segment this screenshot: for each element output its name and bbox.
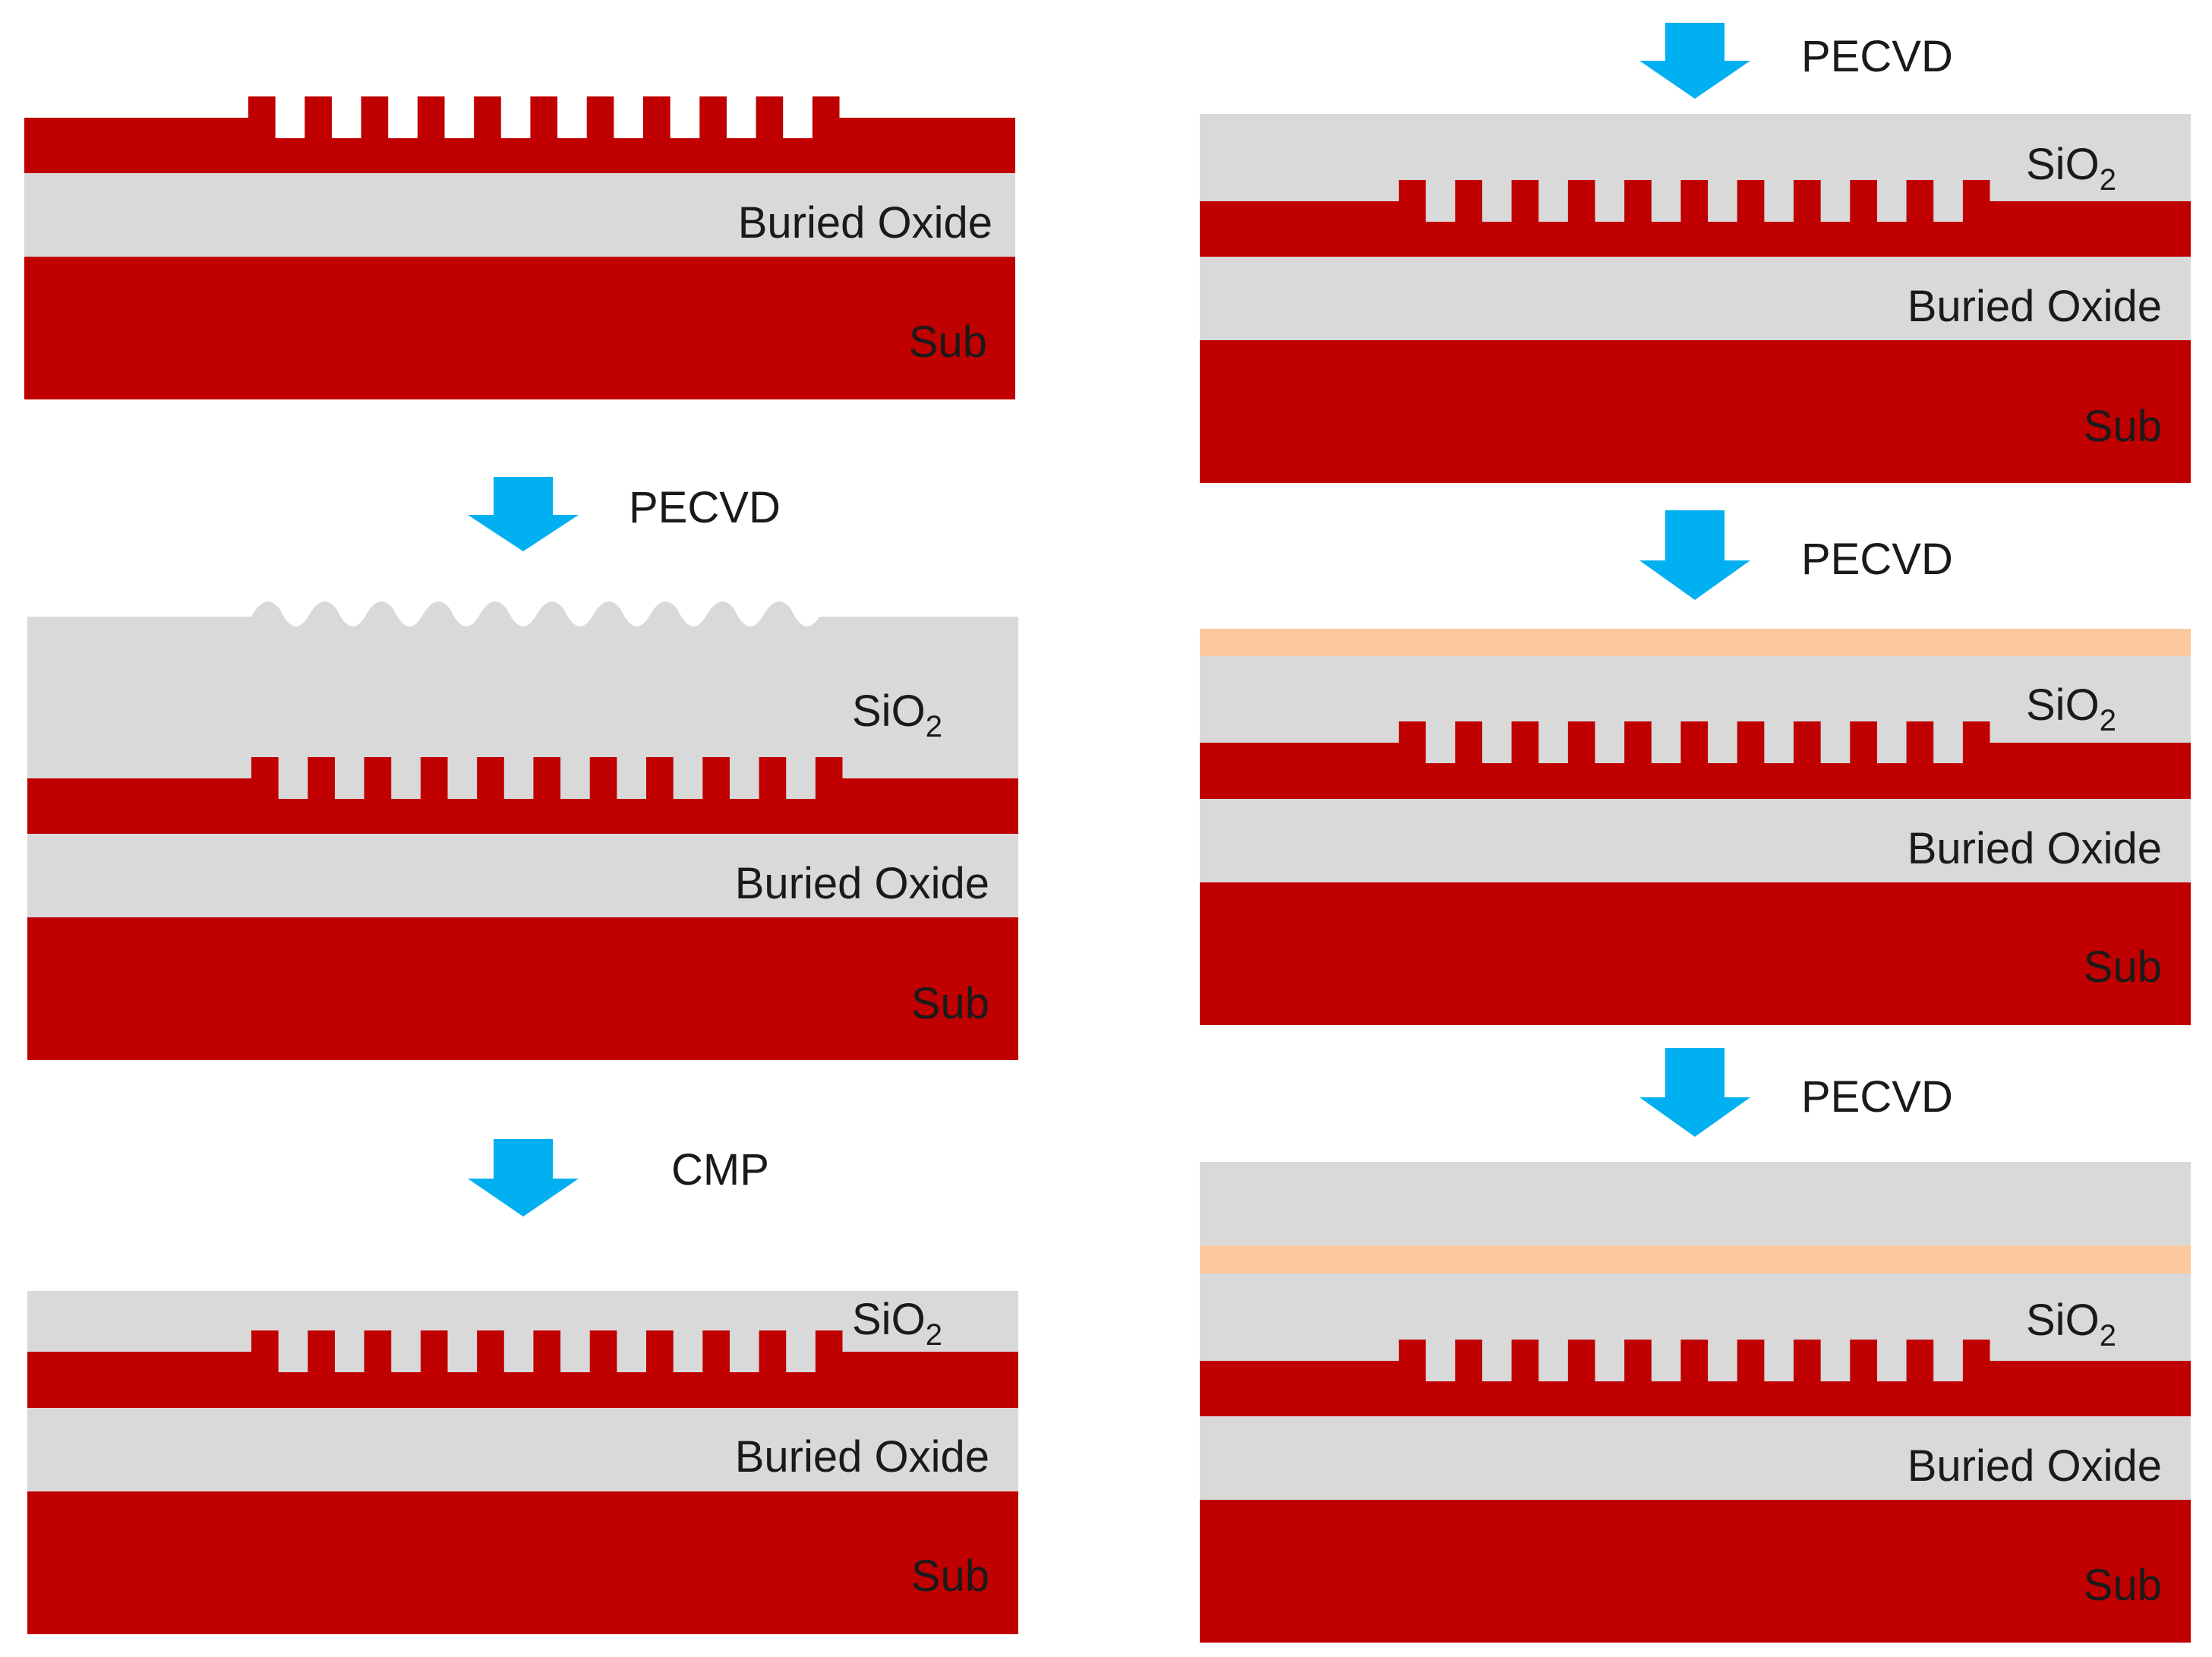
step-label: PECVD bbox=[1801, 32, 1953, 81]
buried-oxide-layer bbox=[1200, 799, 2191, 882]
substrate-label: Sub bbox=[911, 979, 989, 1028]
buried-oxide-layer bbox=[24, 173, 1015, 257]
film-layer bbox=[1200, 629, 2191, 656]
buried-oxide-label: Buried Oxide bbox=[735, 1432, 989, 1482]
buried-oxide-label: Buried Oxide bbox=[1907, 1441, 2162, 1491]
stack-oxide-cladding: SiO2 Buried Oxide Sub bbox=[1200, 114, 2191, 483]
substrate-label: Sub bbox=[2084, 942, 2162, 992]
process-step-1: PECVD bbox=[468, 477, 781, 551]
substrate-label: Sub bbox=[911, 1551, 989, 1601]
process-step-3: PECVD bbox=[1639, 23, 1953, 99]
substrate-label: Sub bbox=[2084, 1561, 2162, 1610]
down-arrow-icon bbox=[468, 1139, 579, 1217]
buried-oxide-label: Buried Oxide bbox=[1907, 282, 2162, 331]
substrate-layer bbox=[1200, 882, 2191, 1025]
process-step-2: CMP bbox=[468, 1139, 769, 1217]
buried-oxide-layer bbox=[27, 1408, 1018, 1491]
grating-layer bbox=[1200, 180, 2191, 257]
grating-layer bbox=[1200, 721, 2191, 799]
grating-layer bbox=[27, 757, 1018, 834]
sio2-label: SiO2 bbox=[2026, 680, 2116, 737]
substrate-label: Sub bbox=[909, 317, 987, 367]
grating-layer bbox=[27, 1330, 1018, 1408]
step-label: PECVD bbox=[1801, 1072, 1953, 1122]
down-arrow-icon bbox=[1639, 510, 1750, 600]
substrate-label: Sub bbox=[2084, 402, 2162, 451]
substrate-layer bbox=[1200, 1500, 2191, 1643]
buried-oxide-label: Buried Oxide bbox=[735, 859, 989, 908]
top-sio2-layer bbox=[1200, 1162, 2191, 1245]
substrate-layer bbox=[1200, 340, 2191, 483]
sio2-label: SiO2 bbox=[2026, 1296, 2116, 1352]
stack-initial-grating: Buried Oxide Sub bbox=[24, 96, 1015, 399]
buried-oxide-layer bbox=[1200, 257, 2191, 340]
film-layer bbox=[1200, 1245, 2191, 1274]
sio2-label: SiO2 bbox=[852, 1295, 942, 1352]
down-arrow-icon bbox=[468, 477, 579, 551]
grating-layer bbox=[1200, 1340, 2191, 1416]
sio2-label: SiO2 bbox=[2026, 140, 2116, 197]
process-step-5: PECVD bbox=[1639, 1048, 1953, 1137]
process-step-4: PECVD bbox=[1639, 510, 1953, 600]
down-arrow-icon bbox=[1639, 1048, 1750, 1137]
stack-top-cladding: SiO2 Buried Oxide Sub bbox=[1200, 1162, 2191, 1643]
buried-oxide-layer bbox=[27, 834, 1018, 917]
step-label: CMP bbox=[671, 1145, 769, 1195]
buried-oxide-layer bbox=[1200, 1416, 2191, 1500]
substrate-layer bbox=[27, 1491, 1018, 1634]
substrate-layer bbox=[27, 917, 1018, 1060]
buried-oxide-label: Buried Oxide bbox=[1907, 824, 2162, 873]
step-label: PECVD bbox=[629, 483, 781, 532]
buried-oxide-label: Buried Oxide bbox=[738, 198, 992, 248]
stack-film-deposited: SiO2 Buried Oxide Sub bbox=[1200, 629, 2191, 1025]
step-label: PECVD bbox=[1801, 535, 1953, 584]
stack-planarized: SiO2 Buried Oxide Sub bbox=[27, 1291, 1018, 1634]
substrate-layer bbox=[24, 257, 1015, 399]
grating-layer bbox=[24, 96, 1015, 173]
down-arrow-icon bbox=[1639, 23, 1750, 99]
stack-oxide-deposited: SiO2 Buried Oxide Sub bbox=[27, 601, 1018, 1060]
sio2-label: SiO2 bbox=[852, 686, 942, 743]
